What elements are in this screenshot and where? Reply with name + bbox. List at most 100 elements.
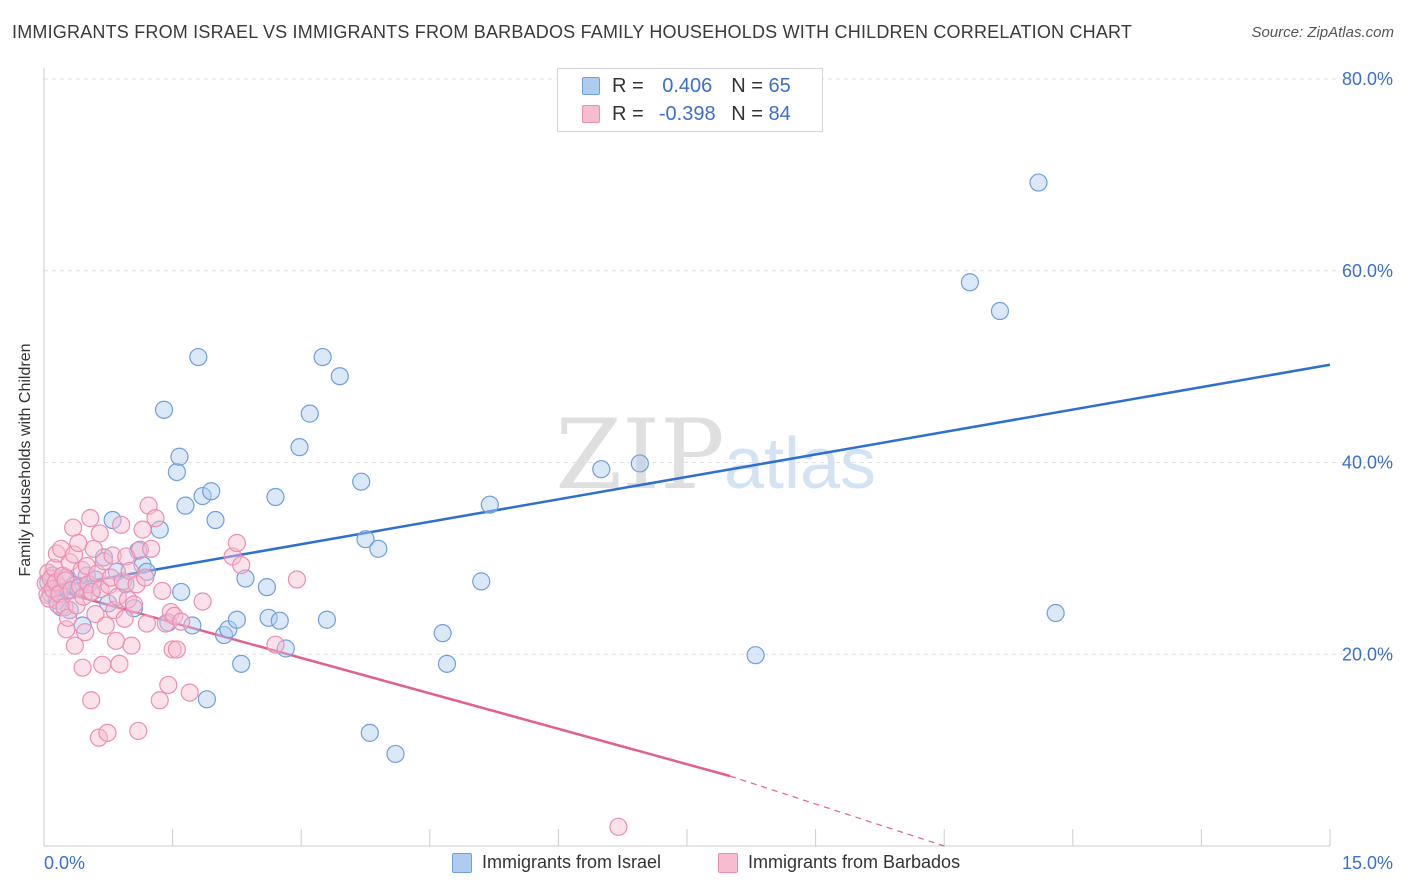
israel-point <box>313 347 332 367</box>
israel-point <box>257 578 277 597</box>
barbados-point <box>609 817 628 836</box>
israel-point <box>259 608 278 627</box>
barbados-point <box>232 555 251 575</box>
israel-point <box>1046 603 1065 623</box>
x-tick-label: 0.0% <box>44 853 85 873</box>
barbados-point <box>150 691 169 710</box>
legend-r-label: R = <box>612 74 644 97</box>
israel-point <box>990 301 1010 321</box>
barbados-point <box>76 623 95 642</box>
correlation-legend: R = 0.406 N = 65 R = -0.398 N = 84 <box>557 68 823 132</box>
barbados-point <box>57 620 76 639</box>
bottom-legend-label-israel: Immigrants from Israel <box>482 852 662 872</box>
barbados-point <box>115 609 134 628</box>
chart-title: IMMIGRANTS FROM ISRAEL VS IMMIGRANTS FRO… <box>12 22 1133 42</box>
bottom-legend-barbados: Immigrants from Barbados <box>718 852 960 873</box>
israel-point <box>360 723 379 742</box>
israel-point <box>193 486 212 506</box>
legend-r-value: 0.406 <box>662 74 713 97</box>
israel-point <box>300 404 319 423</box>
israel-point <box>189 347 208 367</box>
barbados-point <box>227 533 246 553</box>
legend-row-israel: R = 0.406 N = 65 <box>582 75 791 97</box>
israel-point <box>266 487 285 507</box>
barbados-point <box>82 691 101 710</box>
barbados-point <box>64 545 84 564</box>
legend-n-value: 84 <box>768 102 791 125</box>
israel-point <box>290 438 309 457</box>
barbados-point <box>89 728 108 747</box>
legend-swatch-israel <box>582 77 600 95</box>
barbados-point <box>93 655 112 674</box>
legend-n-label: N = <box>731 102 763 125</box>
bottom-legend-israel: Immigrants from Israel <box>452 852 661 873</box>
barbados-point <box>124 595 144 614</box>
y-tick-label: 80.0% <box>1342 69 1393 89</box>
israel-point <box>172 582 191 602</box>
israel-point <box>154 400 174 419</box>
israel-point <box>167 462 186 482</box>
barbados-point <box>122 636 141 655</box>
barbados-point <box>142 539 161 558</box>
barbados-trend-extension <box>729 775 945 847</box>
legend-n-label: N = <box>731 74 763 97</box>
barbados-point <box>103 546 122 565</box>
barbados-point <box>113 572 132 591</box>
y-tick-label: 60.0% <box>1342 261 1393 281</box>
israel-point <box>356 530 375 549</box>
barbados-point <box>129 721 148 741</box>
bottom-legend-swatch-barbados <box>718 852 738 873</box>
barbados-point <box>69 533 88 553</box>
barbados-point <box>77 556 96 576</box>
israel-point <box>103 510 122 530</box>
barbados-point <box>96 616 115 635</box>
legend-row-barbados: R = -0.398 N = 84 <box>582 103 791 125</box>
israel-point <box>630 454 649 473</box>
israel-point <box>960 273 980 292</box>
grid-lines <box>44 78 1392 655</box>
barbados-point <box>137 614 156 633</box>
barbados-point <box>110 654 129 673</box>
barbados-point <box>101 568 120 587</box>
legend-n-value: 65 <box>768 74 791 97</box>
source-credit: Source: ZipAtlas.com <box>1251 24 1394 41</box>
israel-point <box>1029 173 1048 192</box>
barbados-point <box>180 683 199 702</box>
barbados-point <box>163 640 182 659</box>
barbados-point <box>159 675 178 695</box>
israel-point <box>276 639 295 658</box>
israel-point <box>197 690 216 709</box>
israel-point <box>480 495 499 514</box>
israel-point <box>472 572 491 591</box>
barbados-point <box>133 520 152 539</box>
tick-labels: 20.0% 40.0% 60.0% 80.0% 0.0% 15.0% <box>44 69 1393 873</box>
israel-point <box>206 510 225 530</box>
legend-swatch-barbados <box>582 105 600 123</box>
data-points <box>36 173 1065 836</box>
barbados-point <box>118 590 138 609</box>
barbados-point <box>167 640 186 659</box>
y-tick-label: 20.0% <box>1342 644 1393 664</box>
legend-r-value: -0.398 <box>658 102 716 125</box>
israel-point <box>236 569 255 588</box>
axes <box>43 68 1331 847</box>
barbados-point <box>86 604 105 624</box>
watermark: ZIP atlas <box>555 399 876 511</box>
watermark-atlas: atlas <box>724 424 876 504</box>
barbados-point <box>65 636 84 655</box>
israel-point <box>227 610 246 629</box>
barbados-point <box>98 723 117 742</box>
israel-point <box>746 646 765 665</box>
israel-point <box>170 447 189 466</box>
israel-point <box>352 472 371 491</box>
legend-r-label: R = <box>612 102 644 125</box>
barbados-point <box>266 635 285 654</box>
bottom-legend-label-barbados: Immigrants from Barbados <box>748 852 961 872</box>
barbados-point <box>73 658 92 677</box>
israel-point <box>386 744 405 764</box>
x-tick-label: 15.0% <box>1342 853 1393 873</box>
israel-point <box>176 496 195 515</box>
barbados-point <box>81 509 100 528</box>
israel-point <box>183 616 202 635</box>
